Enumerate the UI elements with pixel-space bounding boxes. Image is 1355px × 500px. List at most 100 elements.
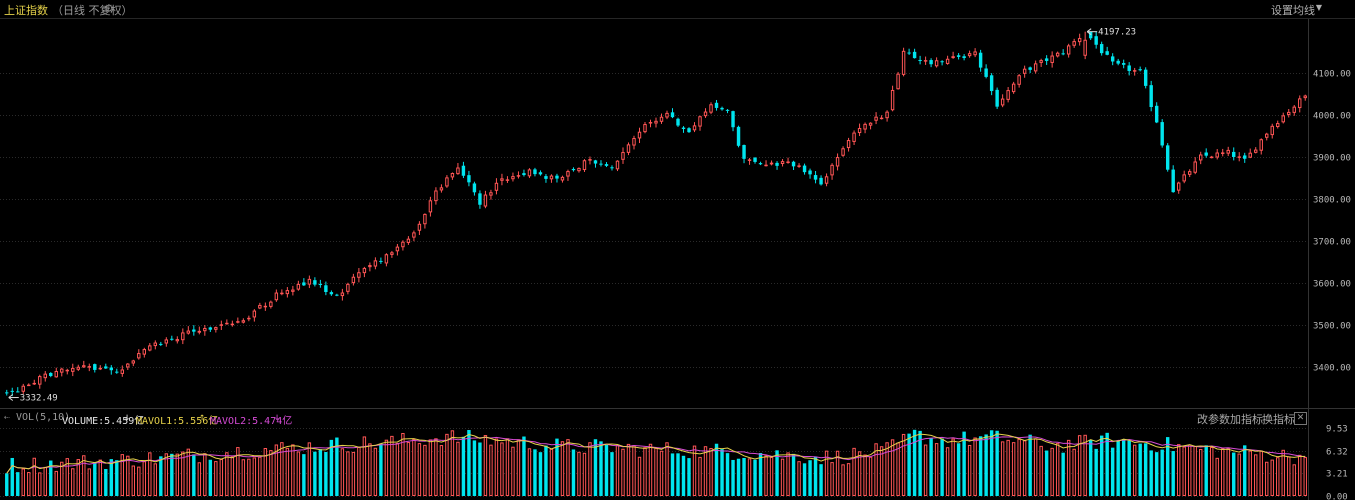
- candle-body-down: [808, 170, 812, 175]
- volume-bar-up: [830, 462, 834, 496]
- mavol1-value: MAVOL1:5.556亿: [136, 416, 219, 427]
- volume-bar-down: [472, 440, 477, 496]
- candle-body-up: [489, 192, 493, 196]
- caret-down-icon[interactable]: ▼: [1315, 3, 1322, 12]
- price-tick-label: 3700.00: [1313, 238, 1351, 248]
- candle-body-down: [1171, 169, 1175, 193]
- volume-bar-up: [516, 439, 521, 496]
- candle-body-up: [362, 267, 367, 274]
- candle-body-up: [1022, 68, 1027, 74]
- candle-body-up: [241, 320, 246, 323]
- candle-body-down: [16, 391, 20, 393]
- ma-settings-button[interactable]: 设置均线: [1271, 4, 1315, 17]
- volume-bar-up: [489, 444, 493, 497]
- volume-bar-down: [538, 452, 543, 496]
- volume-bar-down: [544, 445, 548, 496]
- volume-bar-up: [780, 458, 785, 496]
- candle-body-up: [214, 327, 218, 330]
- volume-bar-up: [1011, 442, 1016, 497]
- candle-body-down: [1105, 51, 1109, 55]
- volume-bar-up: [274, 444, 279, 496]
- candle-body-down: [192, 329, 196, 332]
- candle-body-down: [104, 366, 108, 369]
- candle-body-up: [1083, 39, 1087, 56]
- volume-bar-down: [984, 434, 988, 496]
- add-indicator-button[interactable]: 加指标: [1230, 413, 1263, 426]
- candle-body-down: [929, 60, 933, 65]
- volume-bar-down: [170, 453, 174, 496]
- chart-header: 上证指数 （日线 不复权） ⚙ 设置均线 ▼: [0, 0, 1355, 19]
- volume-bar-down: [192, 454, 196, 496]
- volume-bar-up: [412, 438, 416, 496]
- volume-bar-down: [1094, 448, 1098, 496]
- volume-bar-down: [1143, 443, 1148, 496]
- volume-bar-up: [1287, 456, 1291, 496]
- candle-body-up: [434, 190, 438, 202]
- volume-bar-down: [929, 437, 933, 496]
- candle-body-up: [181, 332, 185, 341]
- candle-body-up: [494, 182, 499, 191]
- candle-body-up: [1077, 38, 1082, 43]
- candle-body-up: [428, 200, 433, 213]
- volume-bar-up: [863, 454, 867, 497]
- candle-body-up: [1259, 139, 1263, 151]
- volume-bar-up: [582, 452, 587, 496]
- volume-bar-down: [610, 452, 614, 496]
- candle-body-up: [368, 265, 372, 268]
- candle-body-up: [1298, 98, 1302, 109]
- candle-body-up: [98, 367, 102, 370]
- candle-body-down: [907, 52, 911, 54]
- candle-body-down: [736, 126, 741, 146]
- candle-body-up: [1210, 156, 1214, 159]
- volume-bar-up: [951, 438, 955, 496]
- candle-body-up: [164, 339, 169, 344]
- candle-body-up: [1055, 52, 1060, 57]
- volume-bar-down: [208, 459, 213, 496]
- volume-bar-down: [940, 438, 944, 496]
- price-tick-label: 3400.00: [1313, 364, 1351, 374]
- volume-bar-down: [802, 463, 807, 496]
- volume-bar-up: [901, 433, 906, 496]
- back-arrow-icon[interactable]: ⇠: [4, 412, 11, 423]
- candle-body-up: [126, 363, 130, 368]
- volume-bar-down: [995, 430, 999, 496]
- volume-bar-up: [1066, 439, 1071, 497]
- candle-body-up: [874, 116, 878, 121]
- candle-body-down: [676, 118, 680, 126]
- volume-bar-up: [846, 463, 851, 497]
- volume-bar-down: [379, 443, 383, 496]
- volume-bar-up: [1193, 445, 1197, 497]
- volume-bar-up: [87, 468, 91, 496]
- volume-bar-up: [1199, 448, 1203, 496]
- candle-body-down: [10, 390, 14, 392]
- candle-body-down: [467, 175, 471, 183]
- gear-icon[interactable]: ⚙: [104, 2, 114, 15]
- candle-body-up: [219, 324, 224, 326]
- candle-body-up: [197, 330, 202, 333]
- candle-body-up: [247, 317, 251, 320]
- candle-body-up: [1132, 70, 1137, 72]
- candle-body-down: [1116, 60, 1120, 64]
- volume-bar-up: [406, 442, 411, 497]
- index-title[interactable]: 上证指数: [4, 4, 48, 17]
- volume-bar-down: [720, 449, 724, 496]
- change-params-button[interactable]: 改参数: [1197, 413, 1230, 426]
- volume-bar-down: [918, 430, 922, 496]
- switch-indicator-button[interactable]: 换指标: [1262, 413, 1295, 426]
- candle-body-up: [483, 194, 488, 207]
- candle-body-up: [27, 384, 31, 387]
- volume-bar-up: [1237, 453, 1241, 496]
- close-icon[interactable]: ✕: [1294, 412, 1307, 425]
- candle-body-up: [560, 176, 565, 181]
- candle-body-up: [665, 112, 669, 118]
- candle-body-down: [1204, 152, 1208, 156]
- volume-bar-up: [445, 433, 449, 497]
- volume-bar-down: [775, 450, 779, 496]
- volume-bar-up: [1210, 447, 1214, 496]
- candle-body-up: [65, 369, 69, 372]
- candle-body-up: [175, 339, 180, 342]
- volume-bar-down: [533, 449, 537, 496]
- candle-body-up: [82, 365, 86, 368]
- volume-bar-up: [54, 470, 58, 497]
- volume-bar-down: [593, 439, 598, 496]
